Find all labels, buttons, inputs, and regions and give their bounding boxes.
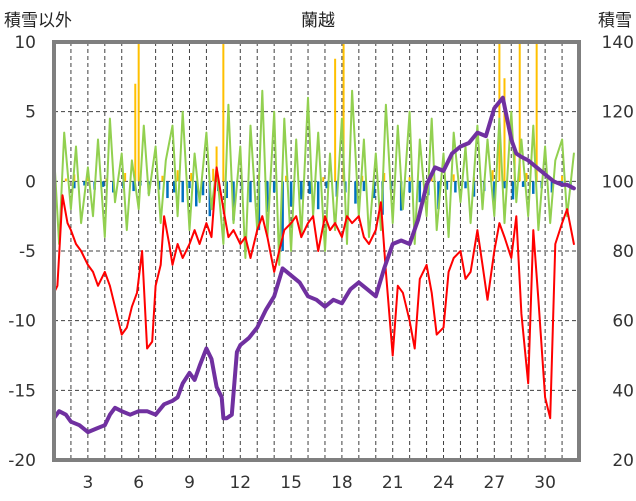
x-tick-label: 27 xyxy=(484,473,506,493)
left-tick-label: -10 xyxy=(8,312,36,332)
bar-series xyxy=(64,42,572,251)
right-tick-label: 20 xyxy=(612,451,634,471)
left-tick-label: -15 xyxy=(8,381,36,401)
tick-labels: 10 5 0 -5 -10 -15 -20 140 120 100 80 60 40 20 3 6 9 12 15 1… xyxy=(8,33,634,493)
left-tick-label: 5 xyxy=(25,103,36,123)
right-tick-label: 100 xyxy=(602,172,634,192)
left-tick-label: 10 xyxy=(14,33,36,53)
right-axis-title: 積雪 xyxy=(598,11,632,31)
left-axis-title: 積雪以外 xyxy=(4,11,72,31)
right-tick-label: 60 xyxy=(612,312,634,332)
right-tick-label: 80 xyxy=(612,242,634,262)
x-tick-label: 24 xyxy=(433,473,455,493)
left-tick-label: -20 xyxy=(8,451,36,471)
x-tick-label: 6 xyxy=(133,473,144,493)
x-tick-label: 15 xyxy=(280,473,302,493)
plot-frame xyxy=(52,40,581,462)
chart-title: 蘭越 xyxy=(301,11,335,31)
right-tick-label: 40 xyxy=(612,381,634,401)
x-tick-label: 9 xyxy=(184,473,195,493)
left-tick-label: -5 xyxy=(19,242,36,262)
left-tick-label: 0 xyxy=(25,172,36,192)
x-tick-label: 12 xyxy=(229,473,251,493)
x-tick-label: 30 xyxy=(534,473,556,493)
snow-depth-line xyxy=(52,95,576,435)
line-series xyxy=(52,89,576,435)
x-tick-label: 18 xyxy=(331,473,353,493)
temperature-line xyxy=(53,166,575,420)
x-tick-label: 3 xyxy=(82,473,93,493)
right-tick-label: 120 xyxy=(602,103,634,123)
right-tick-label: 140 xyxy=(602,33,634,53)
x-tick-label: 21 xyxy=(382,473,404,493)
